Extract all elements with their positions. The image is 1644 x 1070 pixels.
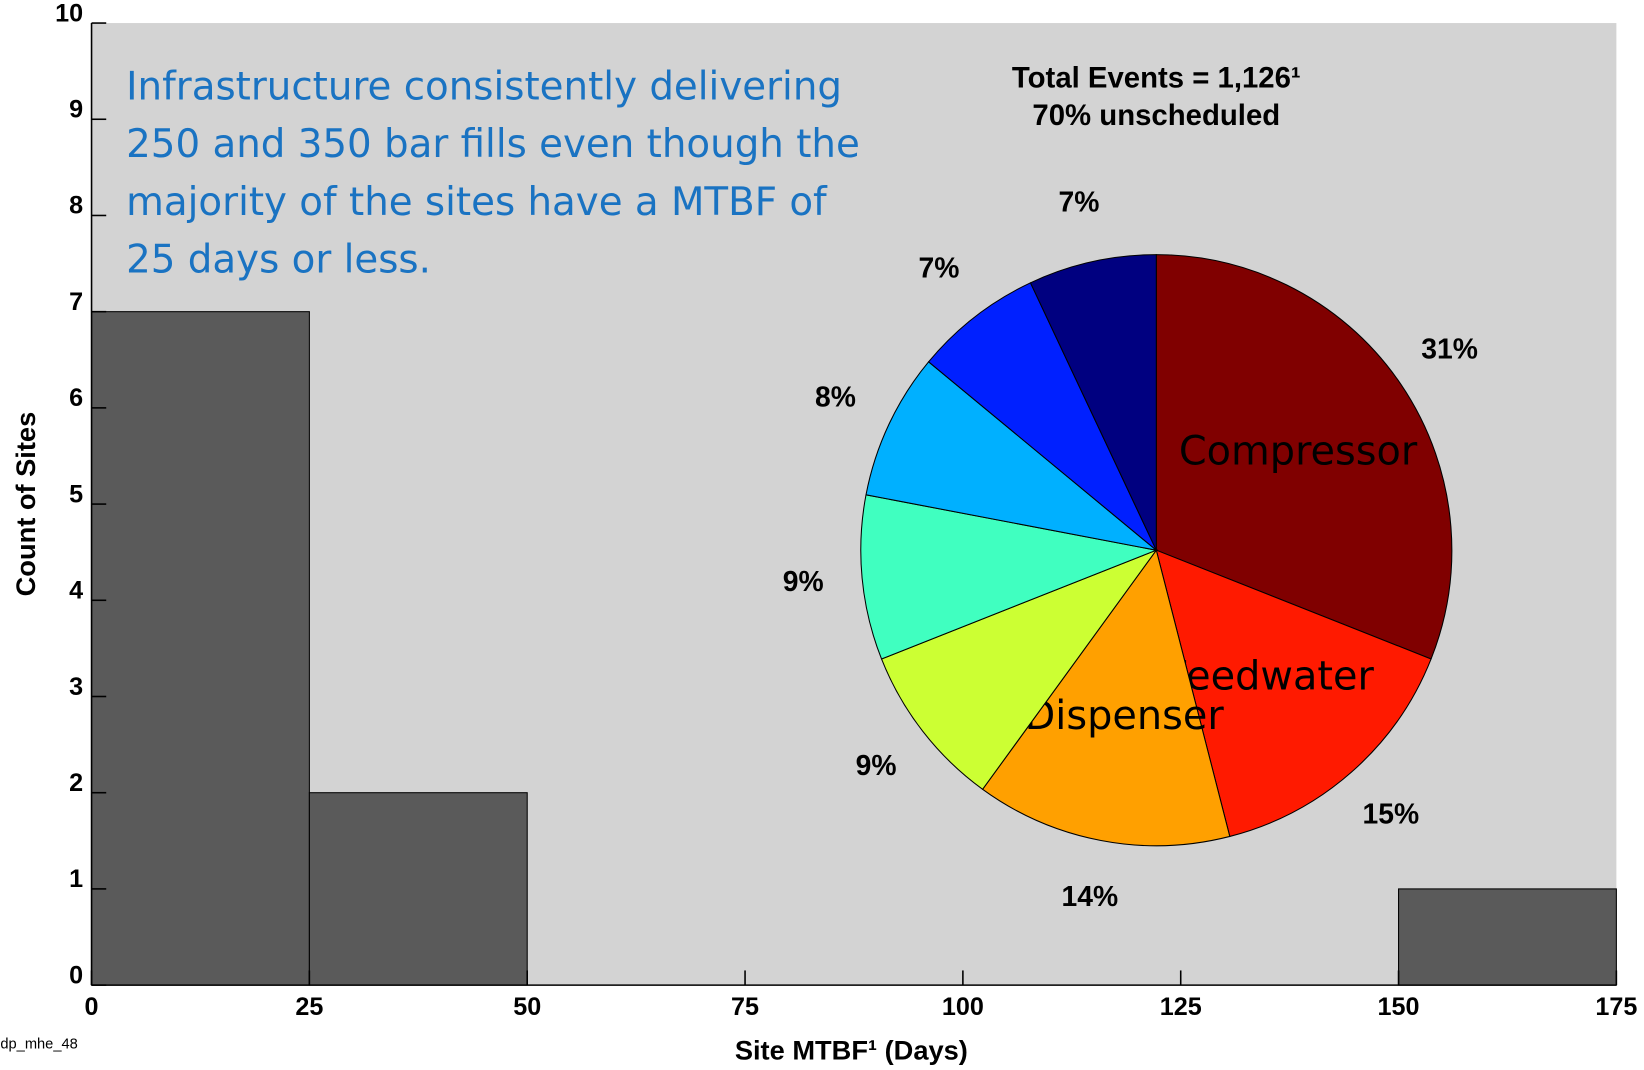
pie-slice [981, 548, 1231, 847]
pie-value-label: 14% [1062, 880, 1119, 912]
x-tick-label: 50 [513, 993, 541, 1021]
pie-slice [1029, 254, 1157, 551]
x-tick-label: 75 [731, 993, 759, 1021]
annotation-line: 250 and 350 bar fills even though the [126, 122, 860, 167]
pie-slice [927, 282, 1157, 551]
y-tick-label: 2 [69, 769, 83, 797]
pie-slice [865, 361, 1157, 551]
x-tick-label: 25 [295, 993, 323, 1021]
y-axis-label: Count of Sites [10, 412, 41, 597]
bar [1398, 888, 1617, 986]
footer: dp_mhe_48 [0, 1037, 77, 1053]
x-tick-label: 100 [942, 993, 984, 1021]
pie-slice [880, 549, 1158, 791]
pie-slice [1155, 549, 1432, 838]
pie-slice [860, 494, 1159, 660]
y-tick-label: 6 [69, 384, 83, 412]
y-tick-label: 10 [55, 0, 83, 27]
y-tick-label: 4 [69, 577, 83, 605]
pie-value-label: 7% [1059, 186, 1100, 218]
x-axis-label: Site MTBF¹ (Days) [735, 1034, 968, 1065]
pie-value-label: 15% [1363, 798, 1420, 830]
pie-category-label: Feedwater [1165, 653, 1374, 699]
pie-value-label: 31% [1421, 332, 1478, 364]
bar [91, 311, 310, 986]
pie-value-label: 8% [815, 381, 856, 413]
x-tick-label: 0 [85, 993, 99, 1021]
y-tick-label: 3 [69, 673, 83, 701]
y-tick-label: 8 [69, 192, 83, 220]
y-tick-label: 0 [69, 961, 83, 989]
y-tick-label: 5 [69, 480, 83, 508]
pie-slice [1155, 254, 1453, 660]
pie-title: Total Events = 1,126¹ [1012, 61, 1301, 94]
y-tick-label: 7 [69, 288, 83, 316]
x-tick-label: 150 [1378, 993, 1420, 1021]
annotation-line: majority of the sites have a MTBF of [126, 180, 828, 225]
annotation-line: 25 days or less. [126, 237, 431, 282]
pie-value-label: 9% [856, 749, 897, 781]
pie-subtitle: 70% unscheduled [1032, 99, 1280, 132]
pie-value-label: 7% [919, 251, 960, 283]
y-tick-label: 9 [69, 96, 83, 124]
x-tick-label: 125 [1160, 993, 1202, 1021]
pie-category-label: Compressor [1179, 428, 1418, 474]
bar [308, 792, 528, 986]
y-tick-label: 1 [69, 865, 83, 893]
pie-value-label: 9% [783, 565, 824, 597]
pie-category-label: Dispenser [1025, 693, 1225, 739]
x-tick-label: 175 [1595, 993, 1637, 1021]
annotation-line: Infrastructure consistently delivering [126, 65, 842, 110]
